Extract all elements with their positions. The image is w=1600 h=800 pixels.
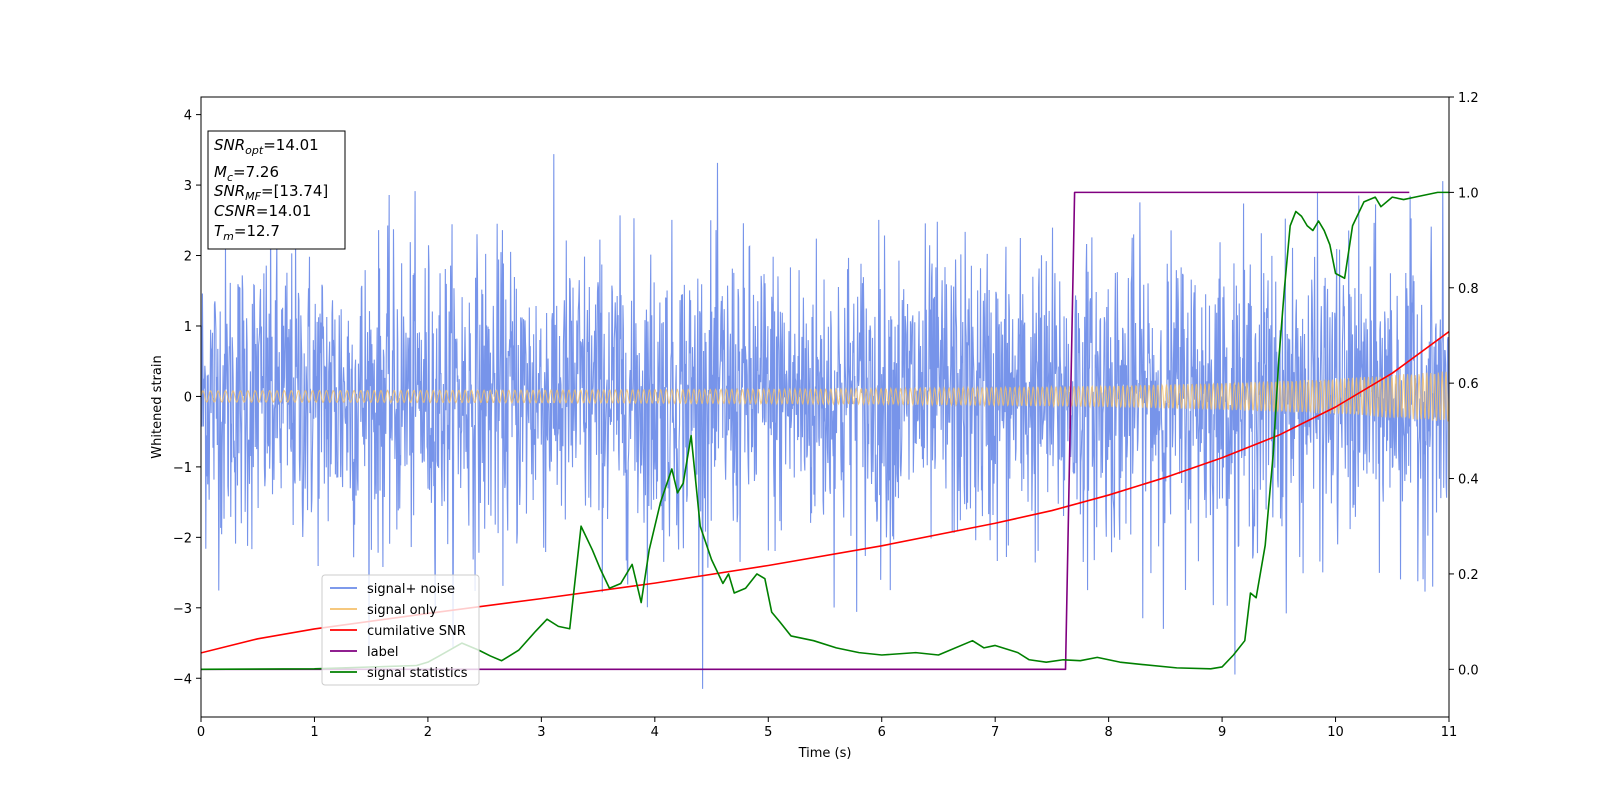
y-axis-label: Whitened strain: [150, 355, 165, 458]
legend-entry-label: signal only: [367, 603, 437, 618]
x-tick-label: 2: [424, 725, 432, 740]
y-right-tick-label: 0.4: [1458, 473, 1479, 488]
series-signal-only-line: [201, 371, 1449, 422]
x-tick-label: 10: [1327, 725, 1344, 740]
y-right-tick-label: 1.2: [1458, 91, 1479, 106]
series-signal-noise-line: [201, 154, 1449, 689]
y-left-tick-label: −1: [173, 461, 192, 476]
y-right-tick-label: 0.6: [1458, 377, 1479, 392]
y-left-tick-label: 3: [184, 179, 192, 194]
y-right-tick-label: 0.2: [1458, 568, 1479, 583]
y-left-tick-label: 1: [184, 320, 192, 335]
annotation-box: SNRopt=14.01 Mc=7.26SNRMF=[13.74]CSNR=14.…: [207, 130, 346, 250]
right-y-axis: 0.0 0.2 0.4 0.6 0.8 1.0 1.2: [1449, 91, 1479, 678]
x-tick-label: 3: [537, 725, 545, 740]
annotation-line: SNRopt=14.01: [214, 136, 319, 157]
x-axis: 0 1 2 3 4 5 6 7 8 9 10 11: [197, 717, 1457, 740]
x-tick-label: 8: [1104, 725, 1112, 740]
plot-frame: [200, 96, 1450, 718]
y-left-tick-label: 0: [184, 390, 192, 405]
legend-entry-label: label: [367, 645, 398, 660]
y-left-tick-label: 4: [184, 109, 192, 124]
x-tick-label: 11: [1441, 725, 1458, 740]
y-right-tick-label: 0.8: [1458, 282, 1479, 297]
legend-entry-label: cumilative SNR: [367, 624, 466, 639]
x-tick-label: 0: [197, 725, 205, 740]
series-signal-statistics-line: [201, 191, 1449, 671]
x-tick-label: 9: [1218, 725, 1226, 740]
plot-layer: [201, 154, 1449, 689]
x-tick-label: 7: [991, 725, 999, 740]
x-tick-label: 6: [878, 725, 886, 740]
annotation-line: SNRMF=[13.74]: [214, 182, 328, 203]
left-y-axis: −4 −3 −2 −1 0 1 2 3 4: [173, 109, 201, 687]
x-tick-label: 5: [764, 725, 772, 740]
legend-entry-label: signal+ noise: [367, 582, 455, 597]
y-right-tick-label: 1.0: [1458, 186, 1479, 201]
legend-entry-label: signal statistics: [367, 666, 468, 681]
series-label-line: [201, 191, 1410, 671]
y-left-tick-label: 2: [184, 250, 192, 265]
x-tick-label: 4: [651, 725, 659, 740]
y-left-tick-label: −4: [173, 672, 192, 687]
y-right-tick-label: 0.0: [1458, 663, 1479, 678]
y-left-tick-label: −2: [173, 531, 192, 546]
annotation-line: CSNR=14.01: [214, 202, 311, 220]
annotation-line: Mc=7.26: [214, 163, 279, 184]
y-left-tick-label: −3: [173, 602, 192, 617]
annotation-line: Tm=12.7: [214, 222, 280, 243]
x-tick-label: 1: [310, 725, 318, 740]
x-axis-label: Time (s): [798, 746, 852, 761]
legend: signal+ noise signal only cumilative SNR la…: [321, 574, 480, 686]
